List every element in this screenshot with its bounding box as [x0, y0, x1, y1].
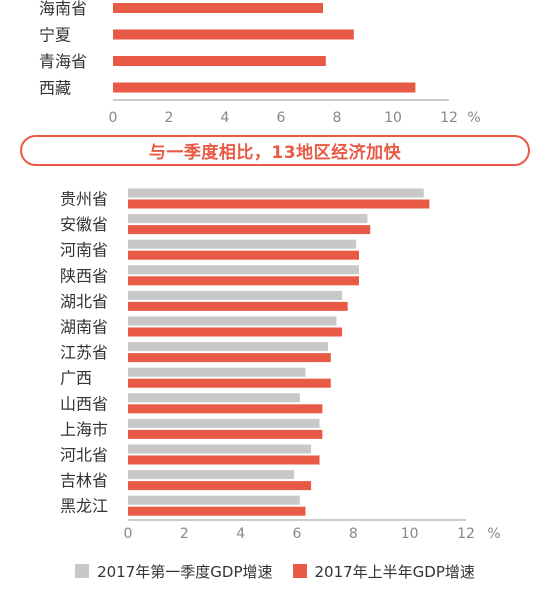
top-category-label: 宁夏 — [39, 26, 71, 45]
bottom-bar-q1 — [128, 367, 306, 377]
bottom-category-label: 广西 — [60, 369, 92, 388]
bottom-category-label: 吉林省 — [60, 471, 108, 490]
top-x-tick-label: 8 — [333, 110, 342, 126]
top-bar-h1 — [113, 3, 323, 13]
legend-item-q1: 2017年第一季度GDP增速 — [75, 561, 273, 582]
bottom-bar-h1 — [128, 250, 359, 260]
top-category-label: 海南省 — [39, 0, 87, 18]
legend-swatch-q1 — [75, 564, 90, 578]
bottom-bar-h1 — [128, 301, 348, 311]
bottom-bar-q1 — [128, 418, 320, 428]
bottom-bar-h1 — [128, 455, 320, 465]
bottom-bar-h1 — [128, 506, 306, 516]
bottom-bar-h1 — [128, 429, 323, 439]
legend-label-h1: 2017年上半年GDP增速 — [314, 562, 475, 581]
bottom-bar-h1 — [128, 404, 323, 414]
section-banner: 与一季度相比，13地区经济加快 — [20, 135, 530, 166]
bottom-bar-h1 — [128, 353, 331, 363]
bottom-bar-h1 — [128, 199, 430, 209]
bottom-category-label: 河北省 — [60, 446, 108, 465]
bottom-bar-q1 — [128, 495, 300, 505]
top-x-tick-label: 0 — [109, 110, 118, 126]
bottom-x-tick-label: 2 — [180, 526, 189, 542]
top-unit-label: % — [467, 110, 480, 126]
bottom-bar-q1 — [128, 444, 312, 454]
legend-label-q1: 2017年第一季度GDP增速 — [97, 562, 273, 581]
top-x-tick-label: 12 — [440, 110, 458, 126]
bottom-category-label: 河南省 — [60, 241, 108, 260]
bottom-category-label: 湖南省 — [60, 318, 108, 337]
bottom-category-label: 陕西省 — [60, 266, 108, 285]
top-x-tick-label: 4 — [221, 110, 230, 126]
bottom-x-tick-label: 12 — [457, 526, 475, 542]
bottom-x-tick-label: 0 — [124, 526, 133, 542]
bottom-bar-h1 — [128, 481, 312, 491]
top-bar-h1 — [113, 56, 326, 66]
bottom-bar-q1 — [128, 470, 295, 480]
bottom-bar-h1 — [128, 276, 359, 286]
top-category-label: 西藏 — [39, 79, 71, 98]
bottom-bar-q1 — [128, 393, 300, 403]
bottom-bar-q1 — [128, 265, 359, 275]
top-x-tick-label: 6 — [277, 110, 286, 126]
banner-text: 与一季度相比，13地区经济加快 — [148, 143, 402, 163]
bottom-category-label: 黑龙江 — [60, 497, 108, 516]
bottom-bar-q1 — [128, 342, 328, 352]
bottom-bar-q1 — [128, 214, 368, 224]
top-bar-h1 — [113, 29, 354, 40]
legend-swatch-h1 — [292, 564, 307, 578]
bottom-x-tick-label: 4 — [236, 526, 245, 542]
bottom-bar-h1 — [128, 378, 331, 388]
bottom-bar-h1 — [128, 327, 343, 337]
bottom-category-label: 江苏省 — [60, 343, 108, 362]
legend-item-h1: 2017年上半年GDP增速 — [292, 561, 475, 582]
bottom-bar-h1 — [128, 225, 371, 235]
bottom-x-tick-label: 6 — [293, 526, 302, 542]
top-x-tick-label: 2 — [165, 110, 174, 126]
bottom-x-tick-label: 8 — [349, 526, 358, 542]
top-bar-h1 — [113, 82, 416, 93]
bottom-bar-q1 — [128, 316, 337, 326]
top-x-tick-label: 10 — [384, 110, 402, 126]
bottom-bar-q1 — [128, 290, 343, 300]
bottom-category-label: 上海市 — [60, 420, 108, 439]
bottom-bar-q1 — [128, 239, 357, 249]
bottom-x-tick-label: 10 — [401, 526, 419, 542]
bottom-unit-label: % — [487, 526, 500, 542]
bottom-bar-q1 — [128, 188, 424, 198]
bottom-category-label: 山西省 — [60, 394, 108, 413]
bottom-category-label: 贵州省 — [60, 190, 108, 209]
bottom-category-label: 安徽省 — [60, 215, 108, 234]
legend: 2017年第一季度GDP增速 2017年上半年GDP增速 — [0, 554, 550, 588]
bottom-category-label: 湖北省 — [60, 292, 108, 311]
top-category-label: 青海省 — [39, 52, 87, 71]
